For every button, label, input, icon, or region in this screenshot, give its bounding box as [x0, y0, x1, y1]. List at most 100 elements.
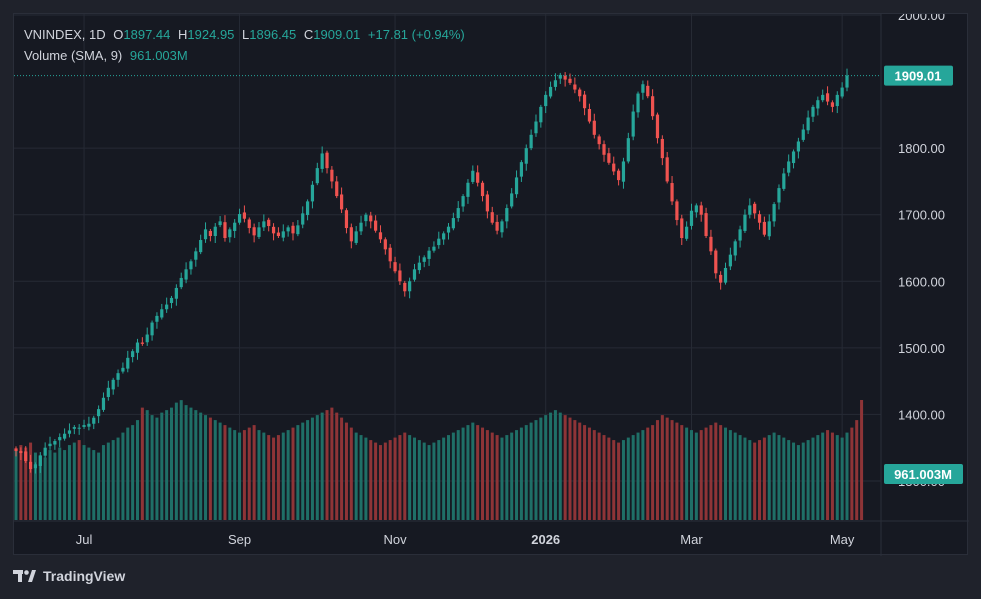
y-tick-label: 1800.00 — [898, 141, 945, 156]
candle-body — [121, 367, 125, 372]
volume-bar — [476, 425, 480, 520]
candle-body — [616, 170, 621, 181]
volume-bar — [306, 420, 310, 520]
volume-bar — [174, 402, 178, 520]
volume-bar — [432, 442, 436, 520]
volume-bar — [330, 407, 334, 520]
candle-body — [602, 144, 606, 155]
candle-body — [534, 121, 538, 134]
volume-bar — [267, 435, 271, 520]
volume-bar — [826, 430, 830, 520]
volume-bar — [378, 445, 382, 520]
volume-bar — [568, 417, 572, 520]
volume-bar — [257, 430, 261, 520]
volume-bar — [830, 432, 834, 520]
candle-body — [835, 94, 839, 107]
x-tick-label: May — [830, 532, 855, 547]
candle-body — [636, 93, 640, 113]
volume-bar — [223, 425, 227, 520]
volume-bar — [753, 442, 757, 520]
candle-body — [519, 162, 524, 177]
volume-bar — [340, 417, 344, 520]
candle-body — [451, 218, 455, 229]
volume-bar — [87, 447, 91, 520]
volume-bar — [481, 427, 485, 520]
candle-body — [301, 213, 305, 225]
candle-body — [495, 221, 499, 231]
volume-bar — [558, 412, 562, 520]
open-value: 1897.44 — [123, 27, 171, 42]
candle-body — [160, 309, 164, 318]
candle-body — [568, 78, 572, 83]
candle-body — [748, 205, 752, 215]
volume-bar — [631, 435, 635, 520]
volume-bar — [860, 400, 864, 520]
candle-body — [354, 231, 358, 243]
low-value: 1896.45 — [249, 27, 297, 42]
candle-body — [378, 232, 383, 240]
candle-body — [291, 225, 295, 234]
candle-body — [62, 433, 67, 439]
candle-body — [524, 148, 528, 164]
candlestick-chart[interactable]: 2000.00 1800.00 1700.00 1600.00 1500.00 1400.… — [14, 14, 969, 556]
volume-bar — [48, 450, 52, 520]
candle-body — [733, 241, 737, 256]
candle-body — [208, 230, 212, 237]
volume-bar — [602, 435, 606, 520]
volume-badge-label: 961.003M — [894, 467, 952, 482]
candle-body — [276, 232, 281, 237]
volume-label[interactable]: Volume (SMA, 9) — [24, 48, 123, 63]
low-label: L — [242, 27, 250, 42]
volume-bar — [72, 442, 76, 520]
candle-body — [505, 208, 509, 222]
candle-body — [126, 357, 130, 369]
volume-bar — [184, 405, 188, 520]
candle-body — [315, 168, 319, 184]
volume-bar — [670, 420, 674, 520]
candle-body — [476, 172, 480, 183]
volume-bar — [238, 432, 242, 520]
volume-bar — [97, 452, 101, 520]
candle-body — [699, 205, 703, 215]
candle-body — [757, 214, 762, 223]
volume-bar — [218, 422, 222, 520]
candle-body — [339, 194, 344, 210]
chart-frame: 2000.00 1800.00 1700.00 1600.00 1500.00 1400.… — [13, 13, 969, 556]
candle-body — [145, 334, 149, 343]
candle-body — [203, 229, 208, 240]
volume-bar — [349, 427, 353, 520]
candle-body — [471, 170, 475, 182]
volume-bar — [393, 437, 397, 520]
candle-body — [218, 221, 222, 226]
candle-body — [388, 247, 392, 262]
volume-bar — [617, 442, 621, 520]
candle-body — [281, 231, 285, 238]
candle-body — [719, 274, 723, 283]
candle-body — [97, 409, 101, 417]
volume-bar — [796, 445, 800, 520]
volume-bar — [850, 427, 854, 520]
volume-bar — [685, 427, 689, 520]
last-price-badge — [884, 65, 953, 86]
tradingview-logo[interactable]: TradingView — [13, 568, 125, 584]
candle-body — [28, 461, 33, 470]
volume-bar — [354, 432, 358, 520]
volume-bar — [733, 432, 737, 520]
symbol-label[interactable]: VNINDEX, 1D — [24, 27, 106, 42]
volume-bar — [758, 440, 762, 520]
volume-bar — [660, 415, 664, 520]
volume-bar — [655, 420, 659, 520]
volume-bar — [247, 427, 251, 520]
volume-bar — [621, 440, 625, 520]
volume-bar — [816, 435, 820, 520]
y-tick-label: 2000.00 — [898, 14, 945, 23]
volume-badge — [884, 464, 963, 484]
candle-body — [544, 94, 548, 107]
candle-body — [821, 94, 825, 101]
volume-bar — [485, 430, 489, 520]
volume-bar — [126, 427, 130, 520]
volume-bar — [636, 432, 640, 520]
candle-body — [767, 221, 771, 237]
candle-body — [665, 157, 669, 182]
candle-body — [490, 212, 494, 223]
